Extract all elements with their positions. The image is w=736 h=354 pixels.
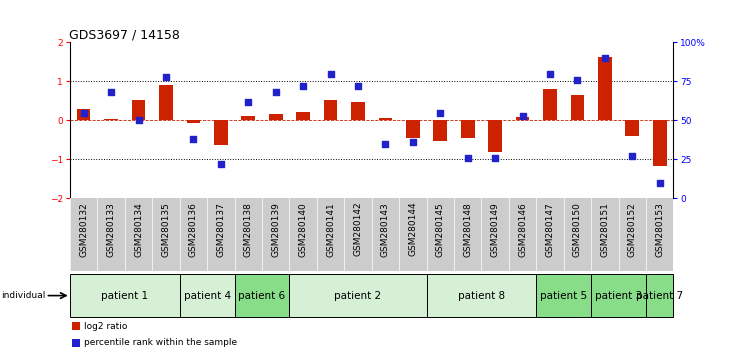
Text: GDS3697 / 14158: GDS3697 / 14158 — [69, 28, 180, 41]
Text: GSM280140: GSM280140 — [299, 202, 308, 257]
Bar — [543, 89, 557, 120]
Bar — [351, 102, 365, 120]
Text: GSM280132: GSM280132 — [79, 202, 88, 257]
Text: GSM280153: GSM280153 — [655, 202, 664, 257]
Bar — [71, 322, 80, 330]
Text: GSM280151: GSM280151 — [601, 202, 609, 257]
Bar — [378, 118, 392, 120]
Bar — [214, 120, 227, 144]
Text: GSM280133: GSM280133 — [107, 202, 116, 257]
Bar — [70, 274, 180, 317]
Point — [517, 113, 528, 119]
Text: GSM280152: GSM280152 — [628, 202, 637, 257]
Bar — [646, 274, 673, 317]
Point — [270, 90, 282, 95]
Text: GSM280135: GSM280135 — [161, 202, 171, 257]
Text: GSM280134: GSM280134 — [134, 202, 143, 257]
Text: patient 3: patient 3 — [595, 291, 642, 301]
Text: GSM280139: GSM280139 — [271, 202, 280, 257]
Text: GSM280149: GSM280149 — [491, 202, 500, 257]
Point — [160, 74, 171, 80]
Point — [215, 161, 227, 167]
Point — [544, 71, 556, 76]
Bar — [241, 116, 255, 120]
Bar — [461, 120, 475, 138]
Point — [325, 71, 336, 76]
Point — [407, 139, 419, 145]
Bar — [516, 117, 529, 120]
Bar — [537, 274, 591, 317]
Bar — [159, 85, 173, 120]
Bar — [406, 120, 420, 138]
Bar — [186, 120, 200, 123]
Bar — [324, 100, 337, 120]
Bar — [653, 120, 667, 166]
Bar — [598, 57, 612, 120]
Point — [461, 155, 473, 161]
Point — [78, 110, 90, 115]
Text: log2 ratio: log2 ratio — [84, 322, 127, 331]
Bar — [235, 274, 289, 317]
Point — [132, 118, 144, 123]
Point — [434, 110, 446, 115]
Text: patient 6: patient 6 — [238, 291, 286, 301]
Bar — [427, 274, 537, 317]
Text: GSM280148: GSM280148 — [463, 202, 473, 257]
Bar — [591, 274, 646, 317]
Text: GSM280146: GSM280146 — [518, 202, 527, 257]
Point — [489, 155, 501, 161]
Bar — [289, 274, 427, 317]
Bar — [626, 120, 639, 136]
Bar — [132, 100, 146, 120]
Point — [297, 83, 309, 89]
Bar — [269, 114, 283, 120]
Text: GSM280141: GSM280141 — [326, 202, 335, 257]
Bar — [296, 112, 310, 120]
Bar — [105, 119, 118, 120]
Text: GSM280144: GSM280144 — [408, 202, 417, 257]
Text: GSM280138: GSM280138 — [244, 202, 252, 257]
Bar — [180, 274, 235, 317]
Text: GSM280145: GSM280145 — [436, 202, 445, 257]
Text: patient 8: patient 8 — [458, 291, 505, 301]
Point — [626, 153, 638, 159]
Text: patient 4: patient 4 — [183, 291, 230, 301]
Bar — [71, 339, 80, 347]
Bar — [434, 120, 447, 141]
Text: patient 2: patient 2 — [334, 291, 381, 301]
Bar — [77, 109, 91, 120]
Text: GSM280137: GSM280137 — [216, 202, 225, 257]
Point — [105, 90, 117, 95]
Point — [242, 99, 254, 104]
Text: percentile rank within the sample: percentile rank within the sample — [84, 338, 237, 347]
Point — [572, 77, 584, 83]
Point — [380, 141, 392, 147]
Point — [654, 180, 665, 185]
Bar — [488, 120, 502, 152]
Text: GSM280142: GSM280142 — [353, 202, 362, 257]
Text: GSM280136: GSM280136 — [189, 202, 198, 257]
Point — [352, 83, 364, 89]
Bar — [570, 95, 584, 120]
Point — [188, 136, 199, 142]
Text: patient 1: patient 1 — [102, 291, 149, 301]
Text: patient 5: patient 5 — [540, 291, 587, 301]
Text: patient 7: patient 7 — [636, 291, 683, 301]
Text: GSM280143: GSM280143 — [381, 202, 390, 257]
Text: individual: individual — [1, 291, 45, 300]
Text: GSM280147: GSM280147 — [545, 202, 554, 257]
Point — [599, 55, 611, 61]
Text: GSM280150: GSM280150 — [573, 202, 582, 257]
